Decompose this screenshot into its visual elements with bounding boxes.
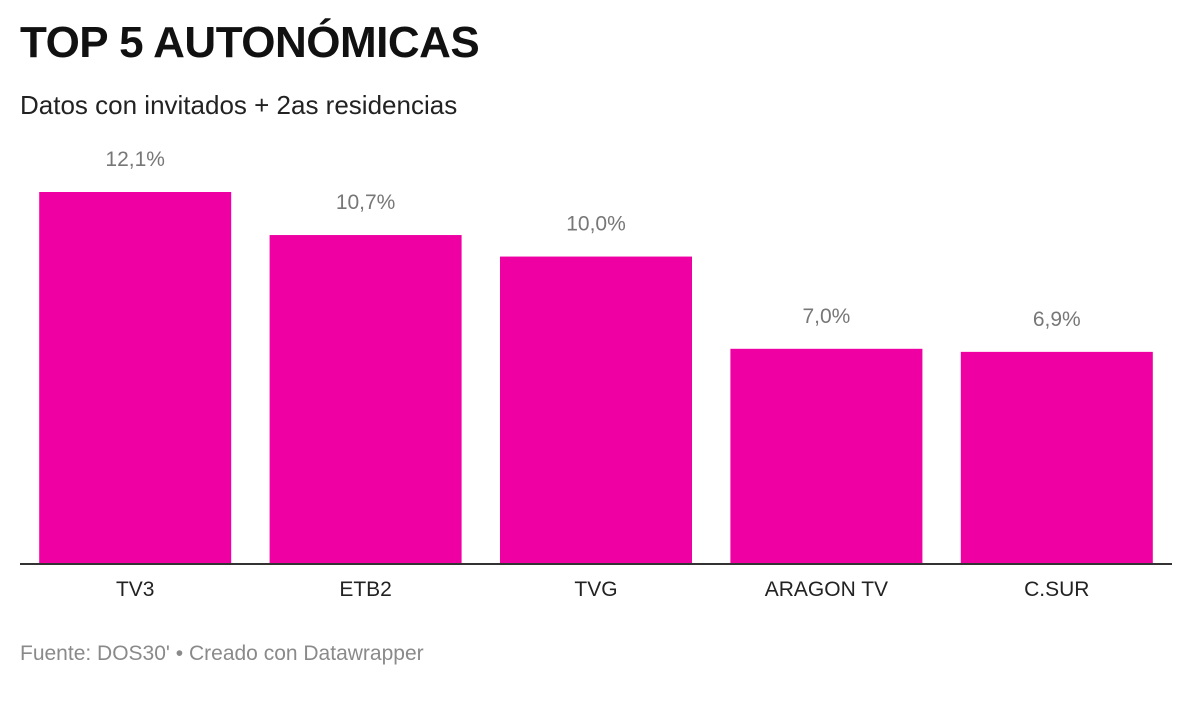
bar-tv3 (39, 192, 232, 564)
chart-subtitle: Datos con invitados + 2as residencias (20, 90, 458, 120)
value-label: 10,0% (566, 213, 626, 236)
value-label: 7,0% (802, 305, 850, 328)
bar-chart: 12,1% 10,7% 10,0% 7,0% 6,9% TV3 ETB2 TVG ARAGON… (20, 148, 1172, 601)
category-label: TV3 (116, 578, 155, 601)
category-label: C.SUR (1024, 578, 1089, 601)
bars (39, 192, 1153, 564)
value-labels: 12,1% 10,7% 10,0% 7,0% 6,9% (105, 148, 1080, 331)
value-label: 12,1% (105, 148, 165, 171)
category-labels: TV3 ETB2 TVG ARAGON TV C.SUR (116, 578, 1090, 601)
category-label: ETB2 (339, 578, 392, 601)
value-label: 6,9% (1033, 308, 1081, 331)
chart-title: TOP 5 AUTONÓMICAS (20, 18, 480, 67)
category-label: ARAGON TV (765, 578, 888, 601)
value-label: 10,7% (336, 191, 396, 214)
bar-c-sur (960, 351, 1153, 564)
credit-note: Creado con Datawrapper (188, 642, 424, 665)
chart-footer: Fuente: DOS30' • Creado con Datawrapper (20, 642, 424, 666)
footer-separator: • (175, 642, 184, 665)
bar-aragon-tv (730, 348, 923, 564)
bar-tvg (500, 256, 692, 564)
bar-etb2 (269, 235, 462, 564)
source-note: Fuente: DOS30' (20, 642, 170, 665)
category-label: TVG (574, 578, 617, 601)
